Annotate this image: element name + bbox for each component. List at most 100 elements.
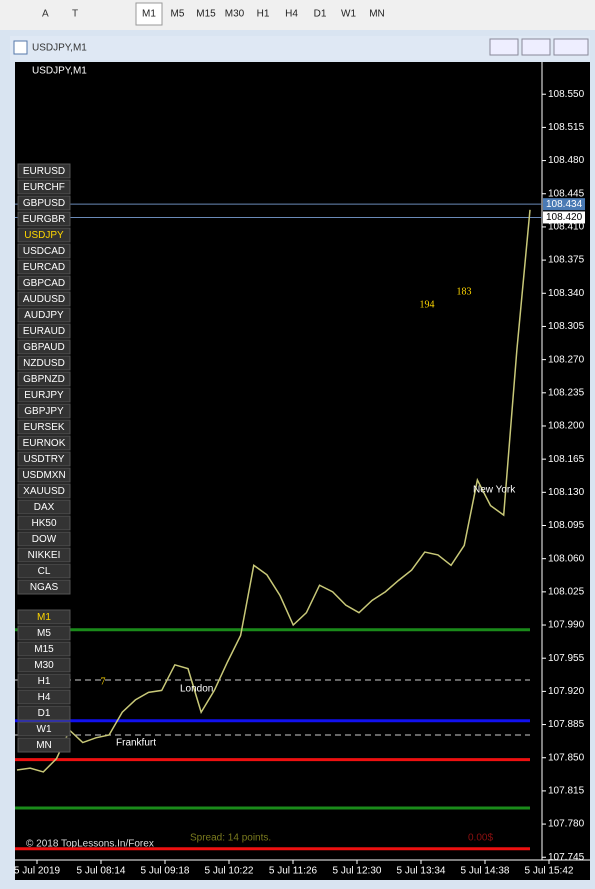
timeframe-button[interactable] bbox=[17, 609, 71, 625]
symbol-label[interactable]: GBPJPY bbox=[24, 406, 64, 417]
symbol-label[interactable]: USDTRY bbox=[24, 454, 65, 465]
toolbar-timeframe[interactable]: M15 bbox=[196, 9, 216, 20]
symbol-label[interactable]: EURSEK bbox=[23, 422, 64, 433]
symbol-button[interactable] bbox=[17, 163, 71, 179]
symbol-label[interactable]: USDJPY bbox=[24, 230, 64, 241]
symbol-label[interactable]: USDMXN bbox=[22, 470, 65, 481]
active-timeframe bbox=[135, 2, 163, 26]
symbol-label[interactable]: GBPUSD bbox=[23, 198, 65, 209]
symbol-label[interactable]: EURCAD bbox=[23, 262, 65, 273]
symbol-button[interactable] bbox=[17, 291, 71, 307]
timeframe-button[interactable] bbox=[17, 657, 71, 673]
symbol-label[interactable]: AUDJPY bbox=[24, 310, 64, 321]
symbol-button[interactable] bbox=[17, 403, 71, 419]
timeframe-label[interactable]: W1 bbox=[37, 724, 52, 735]
toolbar-icon[interactable]: A bbox=[42, 9, 49, 20]
symbol-label[interactable]: GBPAUD bbox=[23, 342, 65, 353]
timeframe-button[interactable] bbox=[17, 673, 71, 689]
symbol-label[interactable]: GBPNZD bbox=[23, 374, 65, 385]
timeframe-label[interactable]: M30 bbox=[34, 660, 54, 671]
timeframe-label[interactable]: H4 bbox=[38, 692, 51, 703]
y-tick-label: 107.815 bbox=[548, 786, 585, 797]
toolbar-timeframe[interactable]: M5 bbox=[171, 9, 185, 20]
symbol-label[interactable]: DOW bbox=[32, 534, 57, 545]
symbol-button[interactable] bbox=[17, 259, 71, 275]
toolbar-icon[interactable]: T bbox=[72, 9, 78, 20]
y-tick-label: 107.850 bbox=[548, 752, 585, 763]
timeframe-button[interactable] bbox=[17, 625, 71, 641]
timeframe-label[interactable]: M5 bbox=[37, 628, 51, 639]
profit: 0.00$ bbox=[468, 833, 493, 844]
x-tick-label: 5 Jul 12:30 bbox=[333, 866, 382, 877]
symbol-button[interactable] bbox=[17, 547, 71, 563]
symbol-button[interactable] bbox=[17, 339, 71, 355]
timeframe-label[interactable]: M15 bbox=[34, 644, 54, 655]
symbol-button[interactable] bbox=[17, 355, 71, 371]
symbol-button[interactable] bbox=[17, 483, 71, 499]
symbol-button[interactable] bbox=[17, 307, 71, 323]
symbol-button[interactable] bbox=[17, 515, 71, 531]
toolbar-timeframe[interactable]: H4 bbox=[285, 9, 298, 20]
y-tick-label: 108.410 bbox=[548, 222, 585, 233]
toolbar-timeframe[interactable]: H1 bbox=[257, 9, 270, 20]
symbol-label[interactable]: XAUUSD bbox=[23, 486, 65, 497]
toolbar-timeframe[interactable]: M30 bbox=[225, 9, 245, 20]
symbol-label[interactable]: HK50 bbox=[31, 518, 56, 529]
symbol-label[interactable]: NZDUSD bbox=[23, 358, 65, 369]
y-tick-label: 107.745 bbox=[548, 852, 585, 863]
toolbar-timeframe[interactable]: MN bbox=[369, 9, 385, 20]
symbol-label[interactable]: USDCAD bbox=[23, 246, 65, 257]
y-tick-label: 108.375 bbox=[548, 255, 585, 266]
symbol-label[interactable]: EURAUD bbox=[23, 326, 65, 337]
symbol-button[interactable] bbox=[17, 467, 71, 483]
symbol-button[interactable] bbox=[17, 451, 71, 467]
symbol-button[interactable] bbox=[17, 275, 71, 291]
timeframe-button[interactable] bbox=[17, 641, 71, 657]
timeframe-label[interactable]: MN bbox=[36, 740, 52, 751]
y-tick-label: 108.165 bbox=[548, 454, 585, 465]
timeframe-label[interactable]: M1 bbox=[37, 612, 51, 623]
x-tick-label: 5 Jul 10:22 bbox=[205, 866, 254, 877]
symbol-label[interactable]: EURCHF bbox=[23, 182, 65, 193]
symbol-button[interactable] bbox=[17, 195, 71, 211]
symbol-button[interactable] bbox=[17, 211, 71, 227]
symbol-label[interactable]: CL bbox=[38, 566, 51, 577]
toolbar-timeframe[interactable]: M1 bbox=[142, 9, 156, 20]
symbol-button[interactable] bbox=[17, 179, 71, 195]
symbol-label[interactable]: NGAS bbox=[30, 582, 59, 593]
toolbar-timeframe[interactable]: D1 bbox=[314, 9, 327, 20]
symbol-label[interactable]: DAX bbox=[34, 502, 55, 513]
symbol-button[interactable] bbox=[17, 243, 71, 259]
toolbar-timeframe[interactable]: W1 bbox=[341, 9, 356, 20]
timeframe-button[interactable] bbox=[17, 689, 71, 705]
x-tick-label: 5 Jul 09:18 bbox=[141, 866, 190, 877]
symbol-button[interactable] bbox=[17, 371, 71, 387]
symbol-button[interactable] bbox=[17, 499, 71, 515]
symbol-button[interactable] bbox=[17, 435, 71, 451]
timeframe-button[interactable] bbox=[17, 737, 71, 753]
symbol-button[interactable] bbox=[17, 579, 71, 595]
maximize-button[interactable] bbox=[521, 38, 551, 56]
symbol-button[interactable] bbox=[17, 531, 71, 547]
symbol-label[interactable]: EURJPY bbox=[24, 390, 64, 401]
symbol-button[interactable] bbox=[17, 387, 71, 403]
symbol-button[interactable] bbox=[17, 419, 71, 435]
timeframe-button[interactable] bbox=[17, 721, 71, 737]
symbol-button[interactable] bbox=[17, 563, 71, 579]
symbol-label[interactable]: EURGBR bbox=[23, 214, 66, 225]
symbol-label[interactable]: EURNOK bbox=[23, 438, 66, 449]
timeframe-label[interactable]: D1 bbox=[38, 708, 51, 719]
symbol-label[interactable]: GBPCAD bbox=[23, 278, 65, 289]
close-button[interactable] bbox=[553, 38, 589, 56]
annotation: 194 bbox=[420, 299, 435, 310]
minimize-button[interactable] bbox=[489, 38, 519, 56]
symbol-button[interactable] bbox=[17, 227, 71, 243]
y-tick-label: 108.200 bbox=[548, 421, 585, 432]
timeframe-label[interactable]: H1 bbox=[38, 676, 51, 687]
symbol-label[interactable]: AUDUSD bbox=[23, 294, 65, 305]
symbol-label[interactable]: NIKKEI bbox=[28, 550, 61, 561]
window-buttons[interactable] bbox=[489, 38, 589, 56]
symbol-button[interactable] bbox=[17, 323, 71, 339]
symbol-label[interactable]: EURUSD bbox=[23, 166, 65, 177]
timeframe-button[interactable] bbox=[17, 705, 71, 721]
